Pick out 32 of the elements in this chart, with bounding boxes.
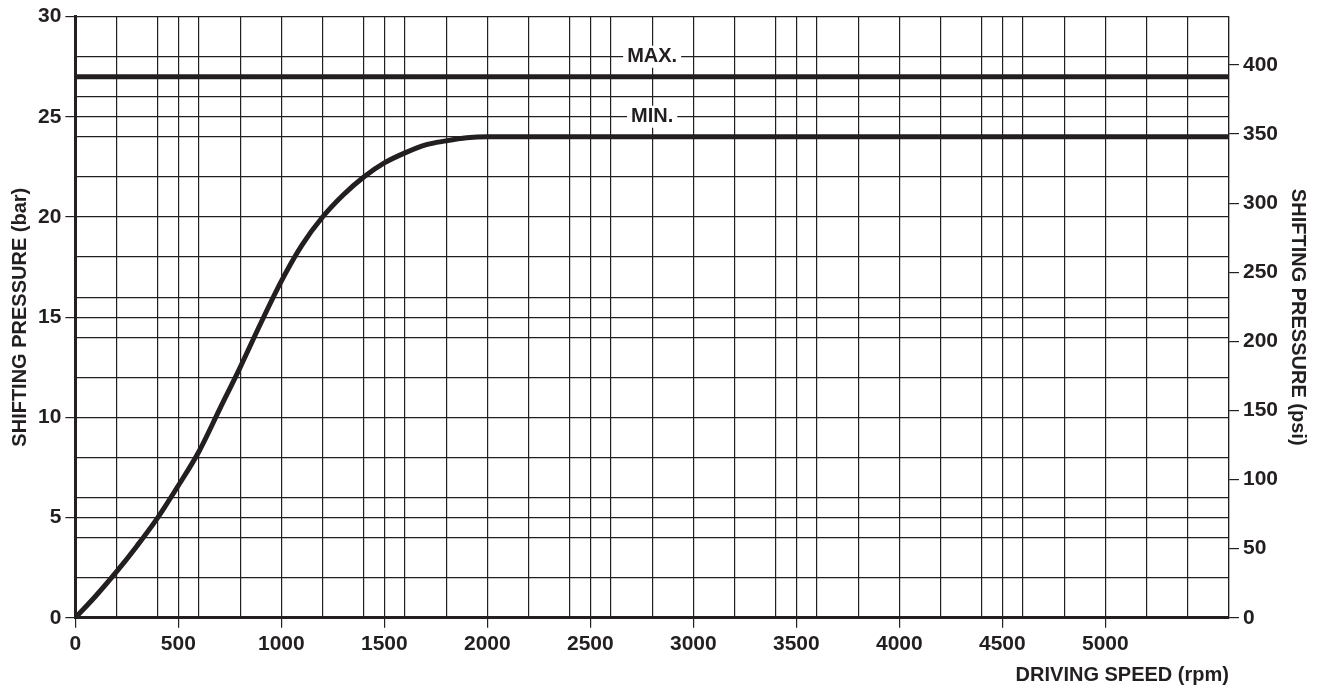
x-tick-label: 2000: [464, 631, 511, 655]
x-tick-label: 2500: [567, 631, 614, 655]
y-tick-label: 15: [38, 304, 62, 327]
x-tick-label: 1500: [361, 631, 408, 655]
y-tick-label: 5: [49, 504, 62, 528]
x-tick-label: 5000: [1082, 631, 1129, 655]
y2-tick-label: 50: [1242, 535, 1267, 559]
y2-tick-label: 350: [1242, 120, 1279, 144]
x-tick-label: 500: [160, 631, 196, 655]
x-tick-label: 4000: [876, 631, 923, 655]
x-tick-label: 3000: [670, 631, 717, 655]
x-axis-title: DRIVING SPEED (rpm): [1015, 662, 1229, 685]
y2-tick-label: 150: [1242, 397, 1279, 421]
y-tick-label: 20: [38, 203, 62, 227]
y-tick-label: 25: [38, 103, 62, 127]
y2-tick-label: 300: [1242, 189, 1279, 213]
y-tick-label: 10: [38, 404, 62, 428]
y-tick-label: 0: [49, 604, 62, 628]
y-tick-label: 30: [38, 3, 62, 27]
y2-tick-label: 0: [1242, 604, 1255, 628]
y2-axis-title: SHIFTING PRESSURE (psi): [1288, 188, 1311, 446]
y2-tick-label: 250: [1242, 259, 1279, 283]
series-label: MAX.: [627, 44, 678, 67]
y2-tick-label: 400: [1242, 51, 1279, 75]
y2-tick-label: 100: [1242, 466, 1279, 490]
series-label: MIN.: [631, 104, 674, 127]
x-tick-label: 4500: [979, 631, 1026, 655]
x-tick-label: 0: [69, 631, 82, 655]
y2-tick-label: 200: [1242, 328, 1279, 352]
x-tick-label: 1000: [258, 631, 305, 655]
x-tick-label: 3500: [773, 631, 820, 655]
y-axis-title: SHIFTING PRESSURE (bar): [7, 187, 30, 447]
